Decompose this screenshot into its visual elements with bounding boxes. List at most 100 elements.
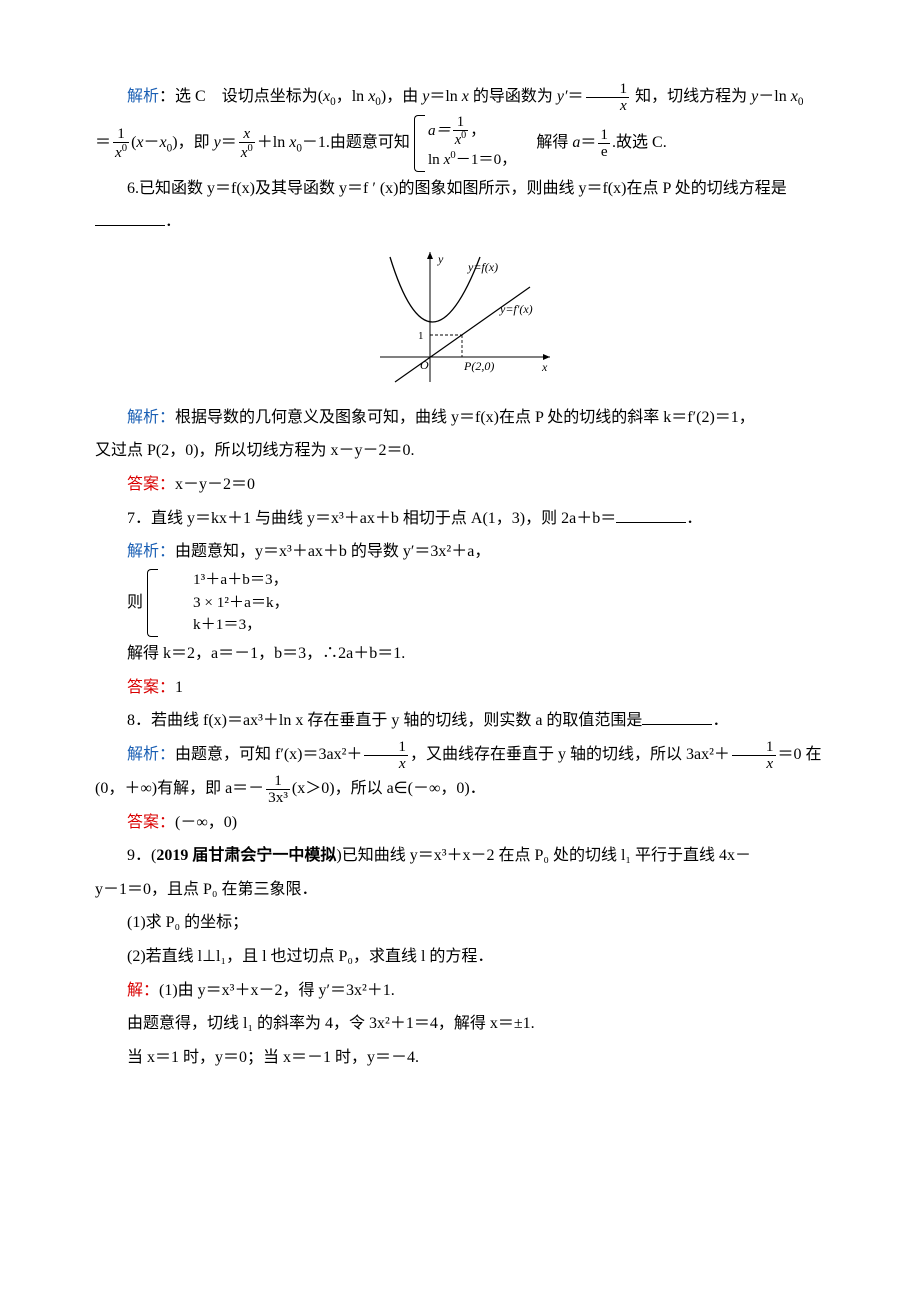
q9-sub2: (2)若直线 l⊥l₁，且 l 也过切点 P₀，求直线 l 的方程． [95, 940, 825, 974]
text: ． [712, 712, 728, 729]
text: 则 [127, 594, 143, 611]
q8-text: 8．若曲线 f(x)＝ax³＋ln x 存在垂直于 y 轴的切线，则实数 a 的… [95, 704, 825, 738]
solution-label: 解： [127, 982, 159, 999]
frac-x-over-x0: xx0 [237, 126, 257, 161]
analysis-label: 解析： [127, 409, 175, 426]
exam-source: 2019 届甘肃会宁一中模拟 [156, 847, 336, 864]
q8-answer: 答案：(－∞，0) [95, 806, 825, 840]
q9-line1: 9．(2019 届甘肃会宁一中模拟)已知曲线 y＝x³＋x－2 在点 P₀ 处的… [95, 839, 825, 873]
text: y－1＝0，且点 P₀ 在第三象限． [95, 881, 317, 898]
document-page: 解析：选 C 设切点坐标为(x0，ln x0)，由 y＝ln x 的导函数为 y… [0, 0, 920, 1302]
case-row-1: a＝1x0， [428, 115, 516, 148]
text: ＝ [580, 134, 596, 151]
q8-analysis-2: (0，＋∞)有解，即 a＝－13x³(x＞0)，所以 a∈(－∞，0)． [95, 772, 825, 806]
text: 由题意知，y＝x³＋ax＋b 的导数 y′＝3x²＋a， [175, 543, 490, 560]
q7-body: 7．直线 y＝kx＋1 与曲线 y＝x³＋ax＋b 相切于点 A(1，3)，则 … [127, 510, 616, 527]
text: ，ln [336, 88, 368, 105]
text: (0，＋∞)有解，即 a＝－ [95, 780, 264, 797]
var-y: y [214, 134, 221, 151]
text: .故选 C. [612, 134, 667, 151]
frac-1-over-x0: 1x0 [111, 126, 131, 161]
text: －1.由题意可知 [302, 134, 410, 151]
analysis-label: 解析： [127, 746, 175, 763]
q6-analysis-2: 又过点 P(2，0)，所以切线方程为 x－y－2＝0. [95, 434, 825, 468]
answer-label: 答案： [127, 476, 175, 493]
fill-blank [95, 208, 165, 227]
q9-sol-2: 由题意得，切线 l₁ 的斜率为 4，令 3x²＋1＝4，解得 x＝±1. [95, 1007, 825, 1041]
q8-analysis-1: 解析：由题意，可知 f′(x)＝3ax²＋ 1x，又曲线存在垂直于 y 轴的切线，… [95, 738, 825, 772]
p-label: P(2,0) [463, 359, 494, 373]
text: (1)求 P₀ 的坐标； [127, 914, 248, 931]
graph-svg: y x O 1 y=f(x) y=f'(x) P(2,0) [360, 247, 560, 387]
q6-text: 6.已知函数 y＝f(x)及其导函数 y＝f ′ (x)的图象如图所示，则曲线 … [95, 172, 825, 206]
text: )，即 [172, 134, 213, 151]
text: 解得 [536, 134, 572, 151]
y-arrow-icon [427, 252, 433, 259]
cases-bracket: a＝1x0， ln x0－1＝0， [414, 115, 516, 172]
q9-sub1: (1)求 P₀ 的坐标； [95, 906, 825, 940]
text: ＝ln [429, 88, 461, 105]
text: ，又曲线存在垂直于 y 轴的切线，所以 3ax²＋ [410, 746, 730, 763]
q9-sol-1: 解：(1)由 y＝x³＋x－2，得 y′＝3x²＋1. [95, 974, 825, 1008]
q7-analysis-2: 解得 k＝2，a＝－1，b＝3，∴2a＋b＝1. [95, 637, 825, 671]
q6-answer: 答案：x－y－2＝0 [95, 468, 825, 502]
text: －ln [758, 88, 790, 105]
var-x: x [791, 88, 798, 105]
text: 由题意，可知 f′(x)＝3ax²＋ [175, 746, 362, 763]
text: 根据导数的几何意义及图象可知，曲线 y＝f(x)在点 P 处的切线的斜率 k＝f… [175, 409, 755, 426]
q6-body: 6.已知函数 y＝f(x)及其导函数 y＝f ′ (x)的图象如图所示，则曲线 … [127, 180, 787, 197]
text: ＝0 在 [778, 746, 822, 763]
q8-body: 8．若曲线 f(x)＝ax³＋ln x 存在垂直于 y 轴的切线，则实数 a 的… [127, 712, 642, 729]
text: 1 [175, 679, 183, 696]
var-x: x [136, 134, 143, 151]
q6-analysis-1: 解析：根据导数的几何意义及图象可知，曲线 y＝f(x)在点 P 处的切线的斜率 … [95, 401, 825, 435]
analysis-label: 解析 [127, 88, 159, 105]
answer-label: 答案： [127, 679, 175, 696]
var-x: x [462, 88, 469, 105]
case-row-3: k＋1＝3， [161, 614, 289, 637]
q7-cases: 则 1³＋a＋b＝3， 3 × 1²＋a＝k， k＋1＝3， [95, 569, 825, 637]
case-row-2: ln x0－1＝0， [428, 148, 516, 172]
frac-1-over-x: 1x [584, 81, 632, 114]
sub0: 0 [798, 96, 804, 108]
text: ：选 C 设切点坐标为( [159, 88, 323, 105]
y-label: y [437, 252, 444, 266]
text: ＝ [221, 134, 237, 151]
fpx-label: y=f'(x) [499, 302, 533, 316]
q7-analysis-1: 解析：由题意知，y＝x³＋ax＋b 的导数 y′＝3x²＋a， [95, 535, 825, 569]
text: 由题意得，切线 l₁ 的斜率为 4，令 3x²＋1＝4，解得 x＝±1. [127, 1015, 535, 1032]
q7-text: 7．直线 y＝kx＋1 与曲线 y＝x³＋ax＋b 相切于点 A(1，3)，则 … [95, 502, 825, 536]
text: － [144, 134, 160, 151]
q5-analysis-line1: 解析：选 C 设切点坐标为(x0，ln x0)，由 y＝ln x 的导函数为 y… [95, 80, 825, 115]
text: (x＞0)，所以 a∈(－∞，0)． [292, 780, 486, 797]
text: ． [686, 510, 702, 527]
fill-blank [642, 707, 712, 726]
text: 知，切线方程为 [631, 88, 751, 105]
frac-1-over-3x3: 13x³ [264, 773, 292, 806]
text: ＋ln [257, 134, 289, 151]
text: ． [165, 213, 181, 230]
q7-answer: 答案：1 [95, 671, 825, 705]
text: (－∞，0) [175, 814, 237, 831]
text: 当 x＝1 时，y＝0；当 x＝－1 时，y＝－4. [127, 1049, 419, 1066]
q9-line2: y－1＝0，且点 P₀ 在第三象限． [95, 873, 825, 907]
one-label: 1 [418, 330, 424, 342]
text: 又过点 P(2，0)，所以切线方程为 x－y－2＝0. [95, 442, 415, 459]
cases-bracket: 1³＋a＋b＝3， 3 × 1²＋a＝k， k＋1＝3， [147, 569, 289, 637]
q6-blank-line: ． [95, 205, 825, 239]
text: ＝ [568, 88, 584, 105]
frac-1-over-e: 1e [596, 127, 612, 160]
text: 的导函数为 [469, 88, 557, 105]
text: )已知曲线 y＝x³＋x－2 在点 P₀ 处的切线 l₁ 平行于直线 4x－ [336, 847, 751, 864]
analysis-label: 解析： [127, 543, 175, 560]
fill-blank [616, 504, 686, 523]
text: x－y－2＝0 [175, 476, 255, 493]
answer-label: 答案： [127, 814, 175, 831]
q5-analysis-line2: ＝1x0(x－x0)，即 y＝xx0＋ln x0－1.由题意可知 a＝1x0， … [95, 115, 825, 172]
case-row-2: 3 × 1²＋a＝k， [161, 592, 289, 615]
frac-1-over-x: 1x [730, 739, 778, 772]
yprime: y′ [557, 88, 568, 105]
fx-curve [390, 257, 480, 322]
var-x: x [160, 134, 167, 151]
q9-sol-3: 当 x＝1 时，y＝0；当 x＝－1 时，y＝－4. [95, 1041, 825, 1075]
